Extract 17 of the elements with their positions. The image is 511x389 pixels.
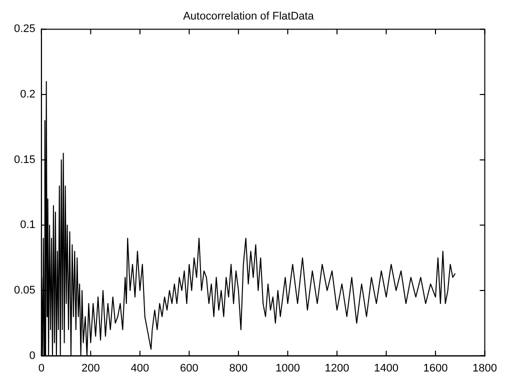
x-tick-label: 1000 [275, 362, 300, 374]
x-tick-label: 1400 [374, 362, 398, 374]
y-tick-label: 0.1 [20, 219, 36, 232]
x-tick-label: 1200 [324, 362, 350, 374]
y-tick-label: 0.15 [14, 154, 36, 166]
y-tick-label: 0.2 [20, 88, 36, 101]
x-tick-label: 0 [38, 362, 44, 374]
x-tick-label: 400 [130, 362, 150, 374]
y-tick-label: 0.05 [14, 284, 36, 297]
x-tick-label: 1800 [472, 362, 498, 374]
x-tick-label: 1600 [423, 362, 448, 374]
y-tick-label: 0 [29, 350, 36, 362]
x-tick-label: 600 [180, 362, 198, 374]
x-tick-label: 800 [229, 362, 248, 374]
chart-title: Autocorrelation of FlatData [183, 10, 315, 23]
y-tick-label: 0.25 [14, 23, 36, 36]
x-tick-label: 200 [81, 362, 100, 374]
